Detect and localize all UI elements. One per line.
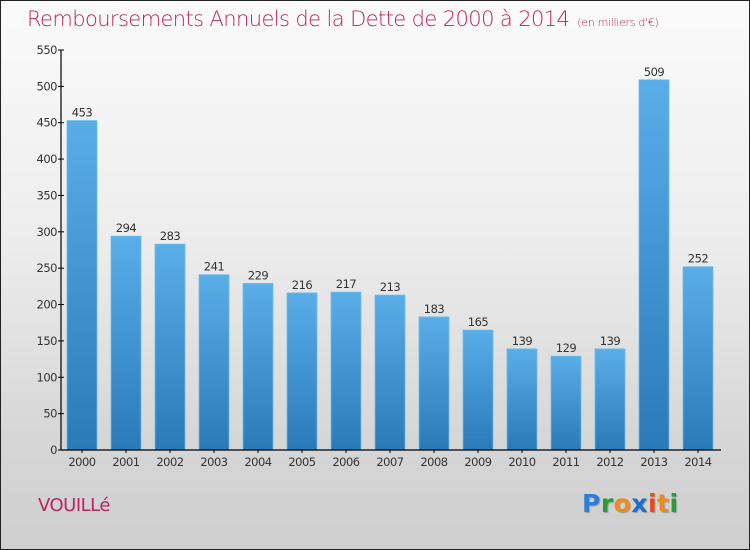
x-tick-label: 2002	[156, 455, 183, 469]
value-label: 217	[336, 277, 357, 291]
chart-title: Remboursements Annuels de la Dette de 20…	[27, 7, 659, 31]
title-subtitle: (en milliers d'€)	[577, 16, 659, 29]
bar-2011	[550, 355, 582, 451]
x-tick-label: 2008	[420, 455, 447, 469]
logo-letter: r	[600, 489, 614, 518]
x-tick-label: 2006	[332, 455, 359, 469]
y-tick-label: 500	[37, 79, 58, 93]
value-label: 129	[556, 341, 577, 355]
y-tick-label: 0	[50, 443, 57, 457]
labels-group: 4532000294200128320022412003229200421620…	[37, 43, 713, 469]
value-label: 183	[424, 302, 445, 316]
bar-2006	[330, 291, 362, 451]
bar-2013	[638, 79, 670, 451]
x-tick-label: 2011	[552, 455, 579, 469]
x-tick-label: 2001	[112, 455, 139, 469]
value-label: 165	[468, 315, 489, 329]
bar-2010	[506, 348, 538, 451]
value-label: 453	[72, 106, 93, 120]
bar-2005	[286, 292, 318, 451]
commune-name: VOUILLé	[38, 495, 110, 516]
y-tick-label: 250	[37, 261, 58, 275]
y-tick-label: 450	[37, 116, 58, 130]
x-tick-label: 2013	[640, 455, 667, 469]
bar-2004	[242, 283, 274, 451]
value-label: 216	[292, 278, 313, 292]
y-tick-label: 100	[37, 370, 58, 384]
bars-group	[66, 79, 714, 451]
axes-group	[58, 49, 721, 453]
x-tick-label: 2000	[68, 455, 95, 469]
y-tick-label: 350	[37, 188, 58, 202]
value-label: 213	[380, 280, 401, 294]
bar-2009	[462, 329, 494, 451]
bar-2008	[418, 316, 450, 451]
y-tick-label: 550	[37, 43, 58, 57]
logo-letter: x	[631, 489, 648, 518]
bar-2000	[66, 120, 98, 451]
y-tick-label: 200	[37, 298, 58, 312]
bar-2003	[198, 274, 230, 451]
value-label: 139	[600, 334, 621, 348]
value-label: 252	[688, 252, 709, 266]
value-label: 241	[204, 260, 225, 274]
bar-2014	[682, 266, 714, 451]
logo-letter: t	[657, 489, 670, 518]
x-tick-label: 2003	[200, 455, 227, 469]
x-tick-label: 2012	[596, 455, 623, 469]
value-label: 283	[160, 229, 181, 243]
bar-2002	[154, 243, 186, 451]
logo-letter: i	[669, 489, 679, 518]
bar-2012	[594, 348, 626, 451]
x-tick-label: 2010	[508, 455, 535, 469]
value-label: 294	[116, 221, 137, 235]
bar-2001	[110, 235, 142, 451]
y-tick-label: 50	[43, 407, 57, 421]
y-tick-label: 150	[37, 334, 58, 348]
x-tick-label: 2009	[464, 455, 491, 469]
logo-letter: P	[582, 489, 601, 518]
title-main: Remboursements Annuels de la Dette de 20…	[27, 7, 570, 31]
x-tick-label: 2007	[376, 455, 403, 469]
x-tick-label: 2014	[684, 455, 711, 469]
y-tick-label: 300	[37, 225, 58, 239]
value-label: 229	[248, 268, 269, 282]
x-tick-label: 2005	[288, 455, 315, 469]
x-tick-label: 2004	[244, 455, 271, 469]
logo-letter: i	[648, 489, 658, 518]
value-label: 509	[644, 65, 665, 79]
bar-2007	[374, 294, 406, 451]
y-tick-label: 400	[37, 152, 58, 166]
logo-letter: o	[613, 489, 632, 518]
proxiti-logo[interactable]: Proxiti	[582, 489, 679, 518]
value-label: 139	[512, 334, 533, 348]
